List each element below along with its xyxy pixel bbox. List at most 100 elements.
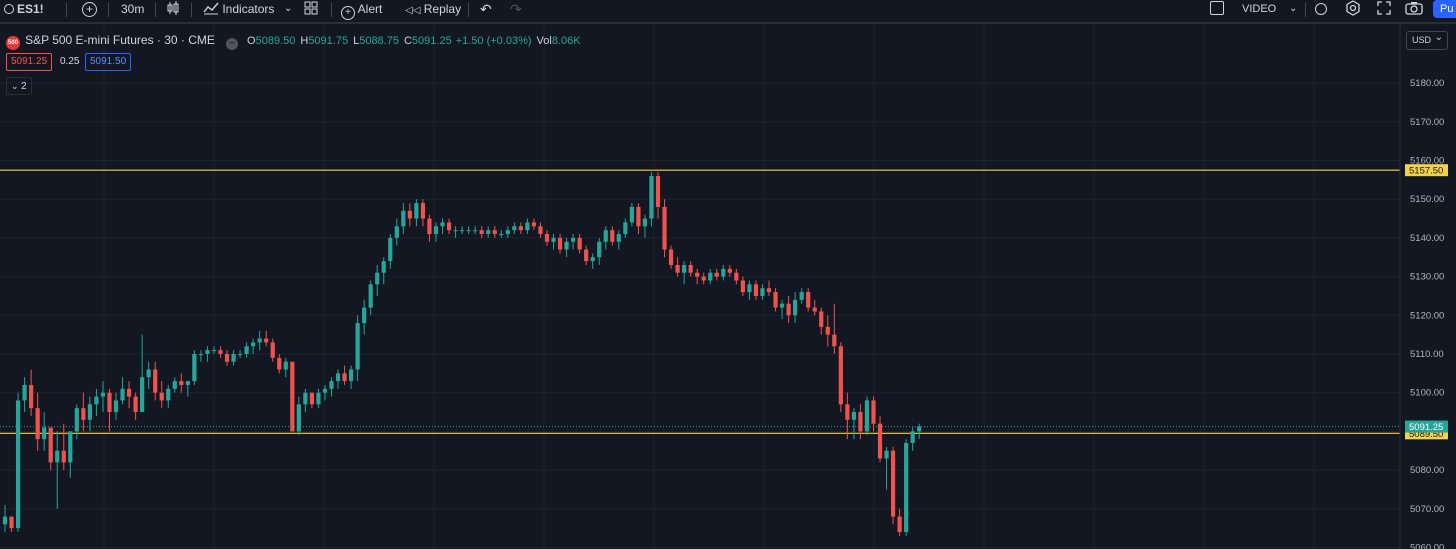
candle <box>636 203 641 235</box>
candle-body <box>858 412 863 432</box>
settings-button[interactable] <box>1345 0 1361 18</box>
y-tick-label: 5180.00 <box>1410 78 1444 89</box>
candle-body <box>335 373 341 382</box>
layout-templates-button[interactable] <box>304 0 318 18</box>
symbol-title[interactable]: S&P 500 E-mini Futures · 30 · CME <box>25 33 215 47</box>
compare-button[interactable]: + <box>82 0 97 18</box>
price-chart[interactable]: 5180.00 5170.00 5160.00 5150.00 5140.00 5130.… <box>0 24 1456 549</box>
y-tick-label: 5080.00 <box>1410 465 1444 476</box>
candle <box>355 315 360 382</box>
alert-button[interactable]: + Alert <box>341 0 382 20</box>
open-label: O <box>247 35 256 47</box>
y-tick-label: 5140.00 <box>1410 233 1444 244</box>
candle-body <box>851 412 856 420</box>
candle-body <box>172 381 177 389</box>
candle-body <box>303 392 308 405</box>
candle <box>68 431 73 478</box>
candle <box>133 392 138 420</box>
candle <box>303 388 308 413</box>
candle <box>499 230 504 238</box>
candle <box>29 369 34 416</box>
candle <box>629 203 634 227</box>
candle-body <box>662 206 667 250</box>
indicators-button[interactable]: Indicators <box>203 0 274 18</box>
sell-price-button[interactable]: 5091.25 <box>6 53 53 71</box>
change-value: +1.50 (+0.03%) <box>455 35 532 47</box>
candle <box>877 415 883 463</box>
candle-body <box>747 284 752 293</box>
candle-body <box>682 264 687 273</box>
candle <box>544 230 550 246</box>
undo-icon: ↶ <box>480 1 492 17</box>
chart-type-button[interactable] <box>166 0 180 18</box>
candles-icon <box>167 1 179 15</box>
currency-selector[interactable]: USD <box>1406 29 1448 50</box>
candle <box>753 280 759 300</box>
symbol-search-button[interactable]: ES1! <box>4 0 44 18</box>
indicators-count: 2 <box>21 81 27 92</box>
candle <box>185 381 190 397</box>
candle <box>224 350 230 366</box>
snapshot-button[interactable] <box>1405 0 1423 18</box>
price-scale-bg <box>1400 24 1456 549</box>
candle-body <box>564 241 569 250</box>
y-tick-label: 5160.00 <box>1410 156 1444 167</box>
legend-collapse-icon[interactable]: − <box>225 38 238 50</box>
candle-body <box>74 408 79 432</box>
candle <box>74 404 79 440</box>
candle <box>766 280 772 296</box>
quick-search-button[interactable] <box>1315 0 1327 18</box>
layout-name-button[interactable]: VIDEO <box>1242 3 1277 15</box>
chevron-down-icon[interactable]: ⌄ <box>284 3 293 14</box>
candle <box>61 423 66 471</box>
candle <box>747 280 752 300</box>
candle-body <box>2 516 8 525</box>
redo-icon: ↷ <box>510 1 522 17</box>
candle <box>368 280 373 316</box>
candle-body <box>577 237 582 250</box>
candle <box>793 292 798 324</box>
candle-body <box>727 268 732 273</box>
candle <box>845 392 850 440</box>
candle-body <box>649 175 654 219</box>
candle-body <box>766 288 772 293</box>
chevron-down-icon[interactable]: ⌄ <box>1289 3 1298 14</box>
candle <box>590 253 595 269</box>
candle <box>401 203 406 235</box>
replay-button[interactable]: ◁◁ Replay <box>405 0 461 18</box>
publish-button[interactable]: Pu <box>1433 0 1456 18</box>
fullscreen-button[interactable] <box>1377 0 1391 18</box>
candle <box>760 284 765 300</box>
indicators-toggle[interactable]: ⌄ 2 <box>6 77 32 95</box>
candle <box>904 439 909 536</box>
candle <box>264 330 269 347</box>
candle-body <box>146 369 151 378</box>
candle <box>87 396 92 432</box>
candle <box>812 299 817 316</box>
candle-body <box>525 222 530 231</box>
fullscreen-toggle[interactable] <box>1210 0 1224 18</box>
symbol-label: ES1! <box>17 2 44 16</box>
candle-body <box>473 230 478 232</box>
candle <box>179 373 184 393</box>
gear-icon <box>1346 0 1360 16</box>
candle <box>512 222 517 235</box>
buy-price-button[interactable]: 5091.50 <box>85 53 132 71</box>
candle <box>146 361 151 389</box>
redo-button[interactable]: ↷ <box>510 0 522 18</box>
candle-body <box>871 400 876 424</box>
candle <box>192 350 197 385</box>
undo-button[interactable]: ↶ <box>480 0 492 18</box>
candle-body <box>629 206 634 223</box>
y-tick-label: 5150.00 <box>1410 194 1444 205</box>
candle <box>107 388 112 432</box>
interval-button[interactable]: 30m <box>121 2 145 16</box>
candle <box>309 392 315 409</box>
candle <box>910 427 915 451</box>
candle <box>505 226 510 238</box>
candle-body <box>734 272 739 281</box>
candle-body <box>218 350 223 354</box>
candle <box>205 346 210 362</box>
candle <box>597 237 602 265</box>
candle-body <box>420 203 426 219</box>
